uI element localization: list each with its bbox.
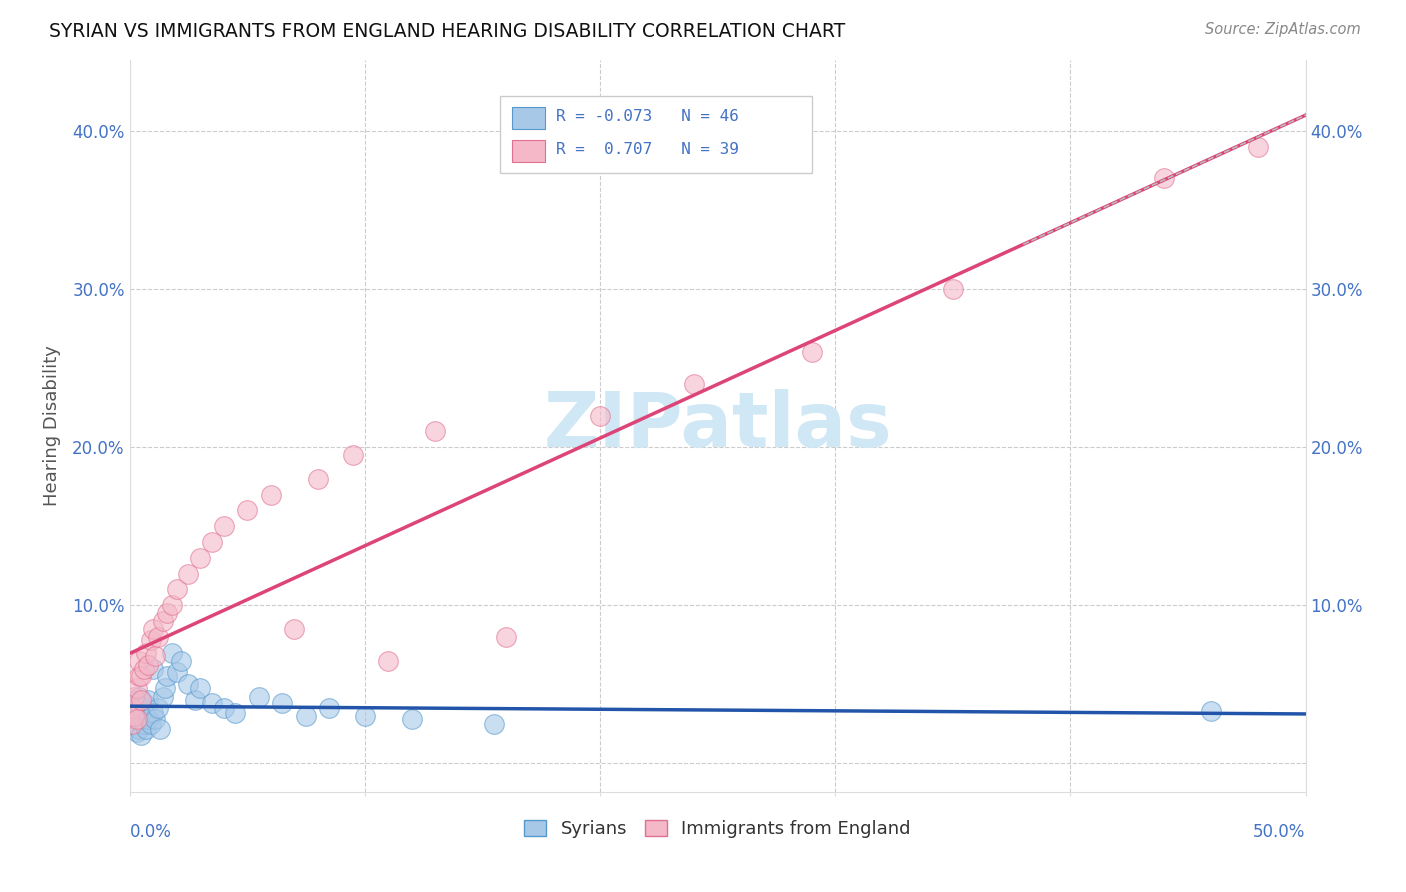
Point: [121, 706, 143, 720]
Point: [353, 709, 375, 723]
Point: [377, 654, 399, 668]
Point: [160, 599, 183, 613]
Point: [132, 662, 155, 676]
Point: [188, 550, 211, 565]
Point: [495, 630, 517, 644]
Point: [142, 706, 165, 720]
Point: [160, 646, 183, 660]
Point: [125, 697, 148, 711]
Point: [125, 709, 148, 723]
Point: [124, 690, 146, 704]
Point: [212, 519, 235, 533]
Point: [283, 622, 305, 636]
Point: [131, 701, 153, 715]
Point: [131, 728, 153, 742]
Point: [149, 722, 172, 736]
Point: [131, 669, 153, 683]
Point: [125, 681, 148, 695]
Y-axis label: Hearing Disability: Hearing Disability: [44, 345, 60, 507]
Point: [128, 722, 150, 736]
Point: [124, 717, 146, 731]
Point: [128, 669, 150, 683]
Point: [177, 566, 200, 581]
Point: [153, 681, 176, 695]
Point: [142, 662, 165, 676]
Text: R = -0.073   N = 46: R = -0.073 N = 46: [557, 109, 740, 124]
Point: [1201, 704, 1223, 718]
Point: [260, 487, 283, 501]
Point: [318, 701, 340, 715]
Point: [295, 709, 318, 723]
Text: 50.0%: 50.0%: [1253, 822, 1306, 840]
Point: [152, 614, 174, 628]
Point: [124, 693, 146, 707]
Point: [184, 693, 207, 707]
Point: [425, 425, 447, 439]
Point: [138, 712, 160, 726]
Point: [152, 690, 174, 704]
Point: [128, 706, 150, 720]
Point: [800, 345, 823, 359]
Point: [125, 712, 148, 726]
Point: [138, 693, 160, 707]
Point: [482, 717, 505, 731]
Point: [247, 690, 270, 704]
Point: [156, 669, 179, 683]
Point: [166, 582, 188, 597]
Point: [131, 712, 153, 726]
Text: R =  0.707   N = 39: R = 0.707 N = 39: [557, 142, 740, 157]
Point: [135, 709, 157, 723]
Point: [236, 503, 259, 517]
Point: [342, 448, 364, 462]
Point: [139, 717, 162, 731]
Text: SYRIAN VS IMMIGRANTS FROM ENGLAND HEARING DISABILITY CORRELATION CHART: SYRIAN VS IMMIGRANTS FROM ENGLAND HEARIN…: [49, 22, 845, 41]
Point: [589, 409, 612, 423]
Text: 0.0%: 0.0%: [129, 822, 172, 840]
Point: [271, 697, 294, 711]
Point: [224, 706, 246, 720]
Point: [135, 646, 157, 660]
Point: [135, 722, 157, 736]
Point: [132, 717, 155, 731]
Point: [201, 697, 224, 711]
Point: [683, 376, 706, 391]
Legend: Syrians, Immigrants from England: Syrians, Immigrants from England: [517, 813, 918, 846]
Point: [1247, 139, 1270, 153]
Point: [401, 712, 423, 726]
Point: [121, 701, 143, 715]
Point: [142, 622, 165, 636]
Point: [124, 701, 146, 715]
FancyBboxPatch shape: [512, 107, 544, 129]
Point: [307, 472, 329, 486]
FancyBboxPatch shape: [512, 140, 544, 162]
Point: [128, 654, 150, 668]
Point: [132, 697, 155, 711]
Point: [942, 282, 965, 296]
Point: [156, 606, 179, 620]
Point: [146, 630, 169, 644]
Point: [201, 535, 224, 549]
Point: [131, 693, 153, 707]
Point: [139, 633, 162, 648]
Point: [188, 681, 211, 695]
Point: [212, 701, 235, 715]
Point: [145, 648, 167, 663]
Point: [166, 665, 188, 679]
Point: [121, 712, 143, 726]
Text: Source: ZipAtlas.com: Source: ZipAtlas.com: [1205, 22, 1361, 37]
Point: [145, 712, 167, 726]
Point: [128, 690, 150, 704]
Point: [177, 677, 200, 691]
Point: [170, 654, 193, 668]
Point: [125, 724, 148, 739]
Point: [121, 717, 143, 731]
Point: [1153, 171, 1175, 186]
Point: [138, 658, 160, 673]
FancyBboxPatch shape: [501, 96, 811, 173]
Point: [146, 701, 169, 715]
Point: [124, 709, 146, 723]
Text: ZIPatlas: ZIPatlas: [543, 389, 891, 463]
